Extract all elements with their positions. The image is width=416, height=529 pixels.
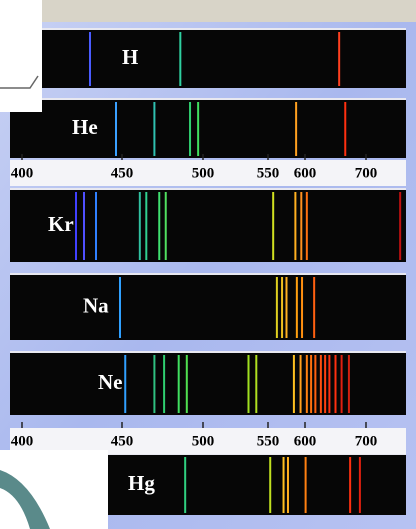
tick-label: 500 [192, 165, 215, 181]
emission-line [189, 102, 192, 156]
element-label: H [122, 45, 138, 69]
spectrum-strip [10, 100, 406, 158]
tick-label: 550 [257, 165, 280, 181]
emission-line [177, 355, 180, 413]
emission-line [145, 192, 148, 260]
tick-label: 450 [111, 433, 134, 449]
emission-line [95, 192, 97, 260]
emission-line [153, 102, 156, 156]
emission-line [75, 192, 77, 260]
emission-line [285, 277, 288, 338]
emission-line [399, 192, 402, 260]
tick-label: 400 [11, 165, 34, 181]
axis-strip [10, 428, 406, 454]
element-label: Hg [128, 471, 155, 495]
emission-line [324, 355, 327, 413]
emission-line [300, 192, 303, 260]
axis-strip [10, 160, 406, 186]
emission-line [281, 277, 284, 338]
emission-line [358, 457, 361, 513]
element-label: He [72, 115, 98, 139]
overlay-mark [0, 75, 39, 89]
tick-label: 700 [355, 433, 378, 449]
emission-line [275, 277, 278, 338]
emission-line [301, 277, 304, 338]
spectrum-strip [10, 353, 406, 415]
emission-line [163, 355, 166, 413]
emission-line [294, 192, 297, 260]
emission-line [310, 355, 313, 413]
emission-line [247, 355, 250, 413]
emission-line [89, 32, 91, 86]
top-band [0, 0, 416, 22]
emission-line [158, 192, 161, 260]
emission-line [349, 457, 352, 513]
emission-line [328, 355, 331, 413]
emission-line [83, 192, 85, 260]
tick-label: 550 [257, 433, 280, 449]
emission-line [319, 355, 322, 413]
emission-line [185, 355, 188, 413]
emission-line [197, 102, 200, 156]
emission-line [292, 355, 295, 413]
emission-line [340, 355, 343, 413]
overlay-swoosh [0, 470, 50, 529]
emission-line [255, 355, 258, 413]
emission-line [299, 355, 302, 413]
overlay-box [0, 0, 42, 112]
emission-line [338, 32, 341, 86]
emission-line [295, 102, 298, 156]
spectrum-strip [10, 30, 406, 88]
emission-line [269, 457, 272, 513]
tick-label: 600 [294, 165, 317, 181]
emission-line [153, 355, 156, 413]
tick-label: 500 [192, 433, 215, 449]
emission-line [295, 277, 298, 338]
emission-line [347, 355, 350, 413]
emission-line [305, 192, 308, 260]
emission-line [124, 355, 127, 413]
tick-label: 450 [111, 165, 134, 181]
tick-label: 700 [355, 165, 378, 181]
emission-line [304, 457, 307, 513]
emission-line [334, 355, 337, 413]
element-label: Na [83, 293, 109, 317]
emission-line [286, 457, 289, 513]
spectrum-strip [10, 275, 406, 340]
emission-line [184, 457, 187, 513]
emission-line [179, 32, 182, 86]
emission-line [164, 192, 167, 260]
element-label: Kr [48, 212, 74, 236]
tick-label: 600 [294, 433, 317, 449]
emission-line [119, 277, 121, 338]
emission-line [344, 102, 347, 156]
emission-line [313, 277, 316, 338]
emission-line [138, 192, 141, 260]
element-label: Ne [98, 370, 123, 394]
emission-line [115, 102, 117, 156]
tick-label: 400 [11, 433, 34, 449]
emission-line [314, 355, 317, 413]
emission-line [272, 192, 275, 260]
emission-line [282, 457, 285, 513]
emission-line [305, 355, 308, 413]
